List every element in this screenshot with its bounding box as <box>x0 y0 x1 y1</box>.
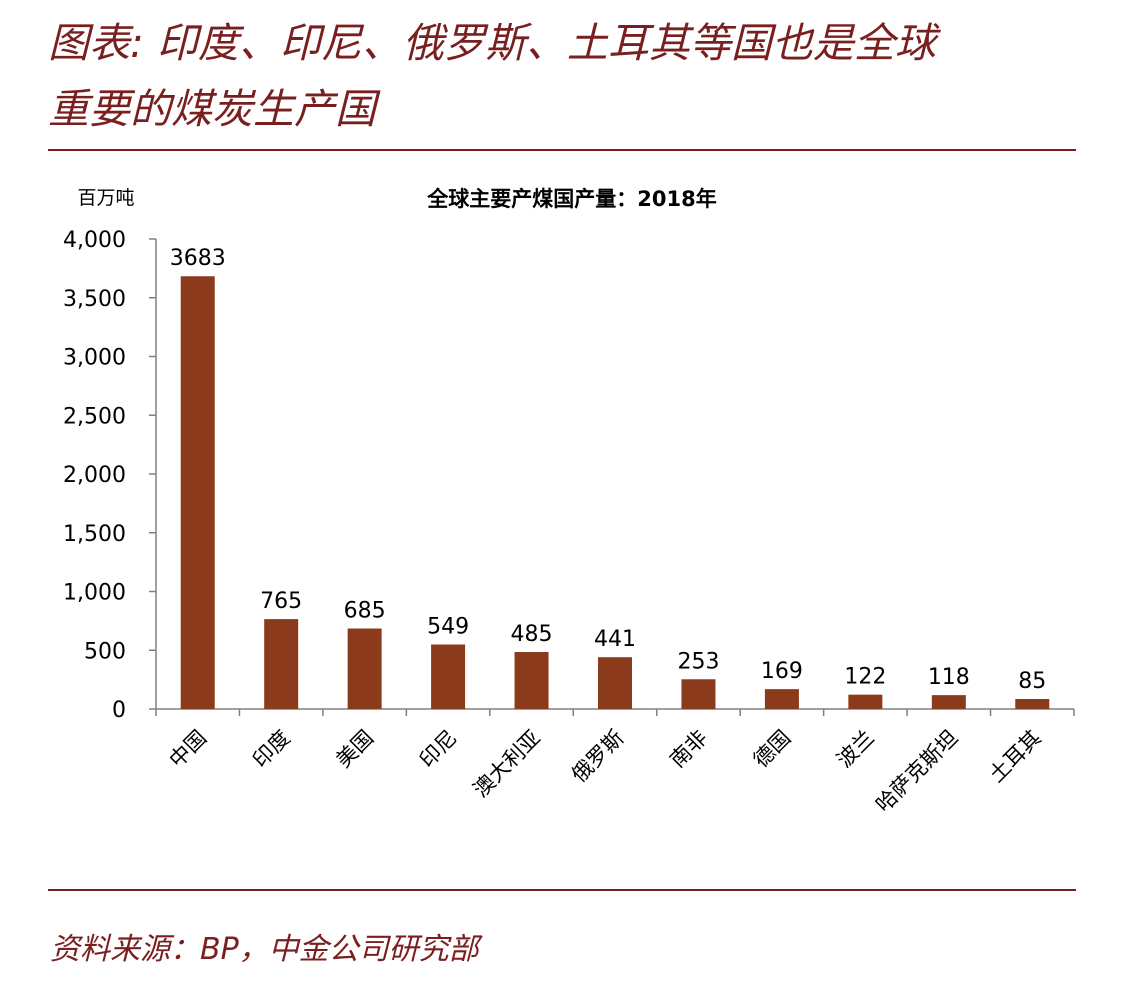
source-note: 资料来源：BP，中金公司研究部 <box>50 932 479 967</box>
bar-7 <box>764 689 799 709</box>
data-label: 118 <box>928 665 970 690</box>
x-category-label: 印尼 <box>415 726 462 773</box>
x-category-label: 波兰 <box>832 726 879 773</box>
data-label: 441 <box>594 627 636 652</box>
title-divider <box>48 149 1076 151</box>
x-category-label: 中国 <box>165 726 212 773</box>
data-label: 549 <box>427 614 469 639</box>
bar-4 <box>514 652 549 709</box>
figure-title-line1: 图表: 印度、印尼、俄罗斯、土耳其等国也是全球 <box>48 19 936 67</box>
plot-area: 0 500 1,000 1,500 2,000 2,500 3,000 3,500 4,000 3… <box>63 228 1075 817</box>
bar-3 <box>431 644 466 709</box>
figure-title-line2: 重要的煤炭生产国 <box>48 85 376 133</box>
data-label: 169 <box>761 659 803 684</box>
y-tick-label: 2,500 <box>63 404 126 429</box>
data-label: 3683 <box>170 246 226 271</box>
bar-6 <box>681 679 716 709</box>
x-category-label: 南非 <box>665 726 712 773</box>
y-tick-label: 2,000 <box>63 463 126 488</box>
y-tick-label: 1,500 <box>63 522 126 547</box>
data-label: 685 <box>344 599 386 624</box>
y-tick-label: 4,000 <box>63 228 126 253</box>
data-label: 253 <box>677 649 719 674</box>
x-category-label: 俄罗斯 <box>567 726 629 788</box>
x-category-label: 印度 <box>248 726 295 773</box>
y-tick-label: 3,000 <box>63 346 126 371</box>
bar-8 <box>848 694 883 709</box>
x-category-label: 美国 <box>332 726 379 773</box>
y-tick-label: 500 <box>84 639 126 664</box>
y-axis-unit-label: 百万吨 <box>77 187 134 209</box>
x-category-label: 德国 <box>749 726 796 773</box>
x-category-label: 哈萨克斯坦 <box>871 726 962 817</box>
bar-5 <box>598 657 632 709</box>
source-divider <box>48 889 1076 891</box>
y-tick-label: 0 <box>112 698 126 723</box>
x-category-label: 澳大利亚 <box>469 726 545 802</box>
bar-0 <box>180 276 215 709</box>
data-label: 122 <box>844 665 886 690</box>
data-label: 765 <box>260 589 302 614</box>
bar-2 <box>347 628 382 709</box>
bar-10 <box>1015 699 1050 709</box>
y-tick-label: 3,500 <box>63 287 126 312</box>
bar-9 <box>931 695 966 709</box>
data-label: 85 <box>1018 669 1046 694</box>
y-tick-label: 1,000 <box>63 581 126 606</box>
chart-title: 全球主要产煤国产量：2018年 <box>426 187 716 211</box>
data-label: 485 <box>511 622 553 647</box>
bar-1 <box>264 619 299 709</box>
x-category-label: 土耳其 <box>984 726 1046 788</box>
figure-title: 图表: 印度、印尼、俄罗斯、土耳其等国也是全球 重要的煤炭生产国 <box>48 10 1088 142</box>
